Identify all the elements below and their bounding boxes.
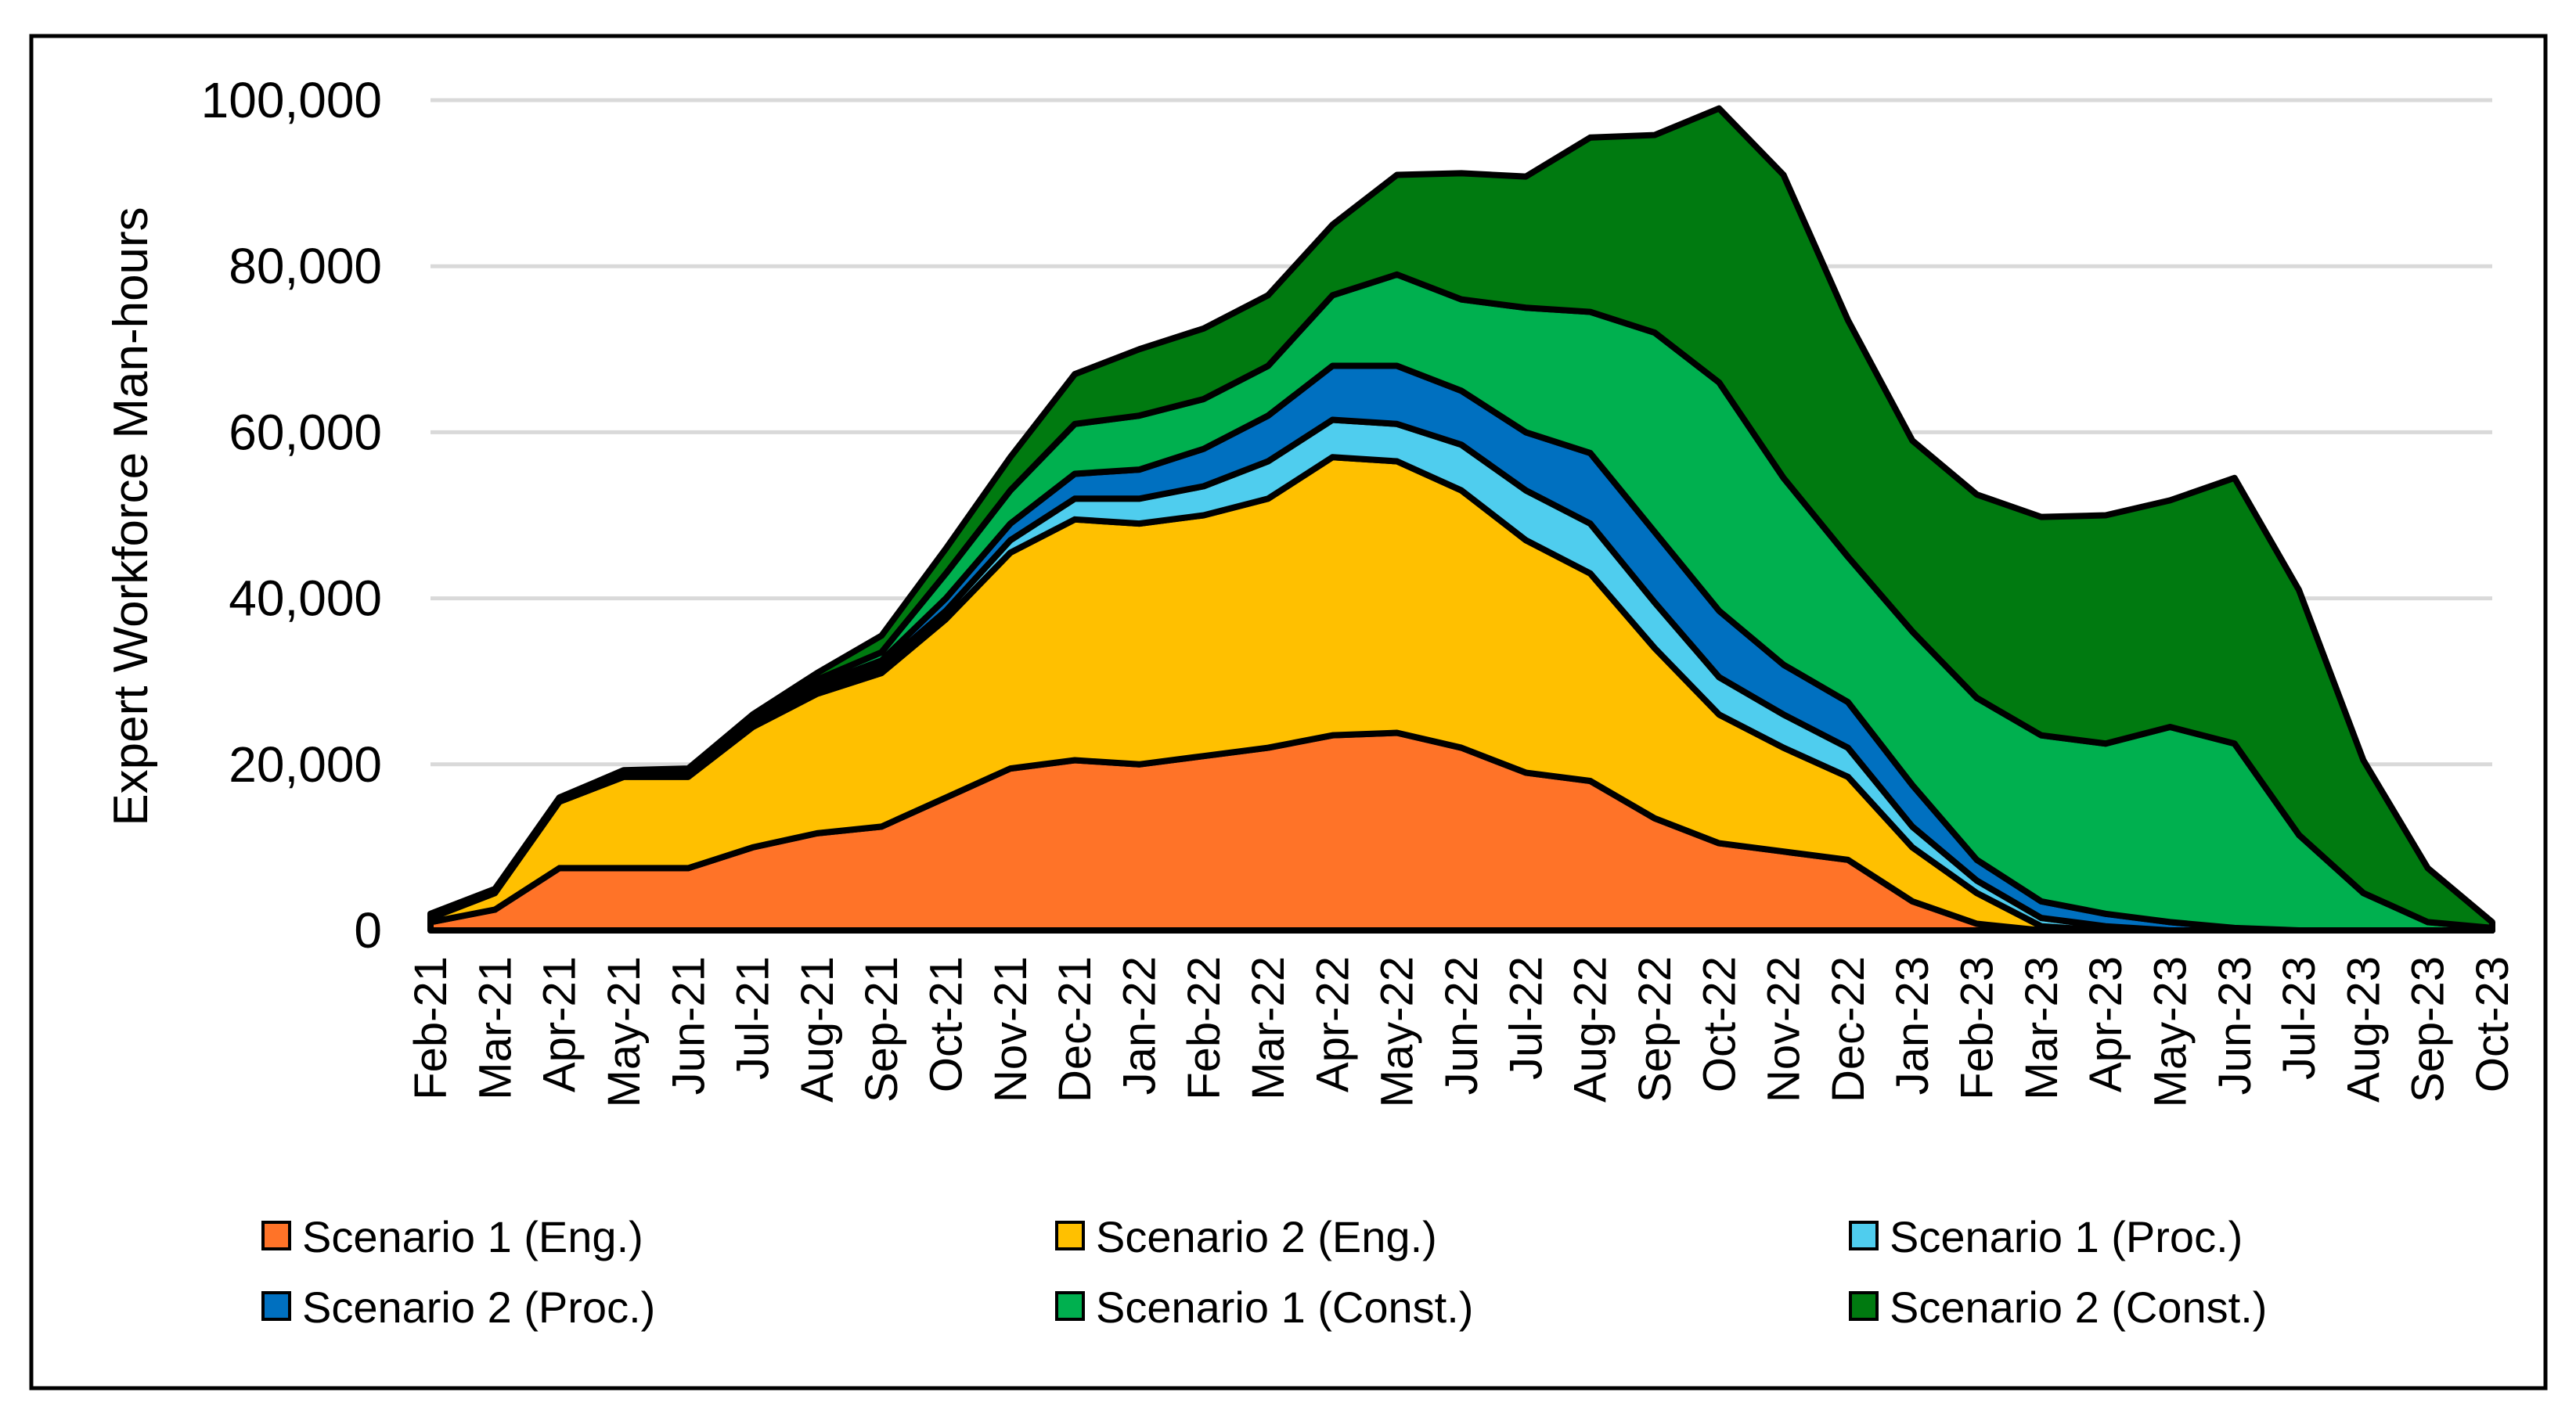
y-tick-label: 60,000: [229, 404, 382, 460]
x-tick-label: Jul-22: [1501, 956, 1551, 1080]
x-tick-label: Aug-23: [2338, 956, 2389, 1103]
x-tick-label: Sep-23: [2403, 956, 2454, 1103]
legend-item: Scenario 2 (Const.): [1849, 1283, 2267, 1332]
legend-label: Scenario 2 (Eng.): [1096, 1212, 1437, 1261]
x-tick-label: Apr-21: [535, 956, 585, 1092]
x-tick-label: Jan-22: [1114, 956, 1165, 1095]
legend-label: Scenario 1 (Const.): [1096, 1283, 1473, 1332]
x-tick-label: Mar-23: [2016, 956, 2067, 1100]
x-tick-label: Feb-23: [1952, 956, 2003, 1100]
y-tick-label: 0: [354, 902, 382, 959]
x-tick-label: Feb-21: [405, 956, 456, 1100]
y-tick-label: 40,000: [229, 570, 382, 627]
x-tick-label: Jul-23: [2274, 956, 2325, 1080]
x-tick-label: May-22: [1372, 956, 1423, 1107]
x-tick-label: Dec-21: [1050, 956, 1101, 1103]
legend-swatch: [1849, 1221, 1879, 1250]
legend-swatch: [1849, 1291, 1879, 1321]
x-tick-label: Dec-22: [1823, 956, 1874, 1103]
x-tick-label: Jun-21: [663, 956, 714, 1095]
y-tick-label: 20,000: [229, 736, 382, 793]
x-tick-label: Mar-22: [1243, 956, 1294, 1100]
x-tick-label: Jun-23: [2210, 956, 2261, 1095]
legend-item: Scenario 1 (Proc.): [1849, 1212, 2243, 1261]
legend-swatch: [261, 1221, 291, 1250]
x-axis-ticks: Feb-21 Mar-21 Apr-21 May-21 Jun-21 Jul-21 Aug-…: [405, 956, 2518, 1107]
legend-item: Scenario 1 (Eng.): [261, 1212, 643, 1261]
x-tick-label: Mar-21: [470, 956, 521, 1100]
y-tick-label: 100,000: [201, 72, 382, 128]
x-tick-label: May-21: [599, 956, 650, 1107]
x-tick-label: Oct-22: [1694, 956, 1745, 1092]
x-tick-label: Oct-21: [921, 956, 972, 1092]
x-tick-label: Nov-22: [1759, 956, 1810, 1103]
x-tick-label: Apr-23: [2081, 956, 2131, 1092]
x-tick-label: Aug-22: [1565, 956, 1616, 1103]
legend-item: Scenario 2 (Eng.): [1055, 1212, 1437, 1261]
x-tick-label: Nov-21: [985, 956, 1036, 1103]
x-tick-label: Feb-22: [1179, 956, 1230, 1100]
x-tick-label: Jul-21: [728, 956, 779, 1080]
x-tick-label: Sep-21: [856, 956, 907, 1103]
legend-label: Scenario 1 (Proc.): [1890, 1212, 2243, 1261]
x-tick-label: Oct-23: [2467, 956, 2518, 1092]
legend-item: Scenario 1 (Const.): [1055, 1283, 1473, 1332]
x-tick-label: Jan-23: [1887, 956, 1938, 1095]
legend: Scenario 1 (Eng.) Scenario 2 (Eng.) Scenar…: [261, 1212, 2267, 1332]
legend-label: Scenario 2 (Const.): [1890, 1283, 2267, 1332]
y-tick-label: 80,000: [229, 238, 382, 294]
legend-item: Scenario 2 (Proc.): [261, 1283, 655, 1332]
x-tick-label: Jun-22: [1436, 956, 1487, 1095]
area-series: [427, 105, 2495, 934]
y-axis-ticks: 0 20,000 40,000 60,000 80,000 100,000: [201, 72, 382, 959]
legend-swatch: [261, 1291, 291, 1321]
legend-swatch: [1055, 1291, 1085, 1321]
legend-swatch: [1055, 1221, 1085, 1250]
legend-label: Scenario 1 (Eng.): [302, 1212, 643, 1261]
x-tick-label: Apr-22: [1307, 956, 1358, 1092]
x-tick-label: May-23: [2145, 956, 2196, 1107]
legend-label: Scenario 2 (Proc.): [302, 1283, 655, 1332]
x-tick-label: Aug-21: [792, 956, 843, 1103]
y-axis-title: Expert Workforce Man-hours: [104, 207, 158, 826]
area-series-6: [427, 105, 2495, 931]
x-tick-label: Sep-22: [1630, 956, 1681, 1103]
